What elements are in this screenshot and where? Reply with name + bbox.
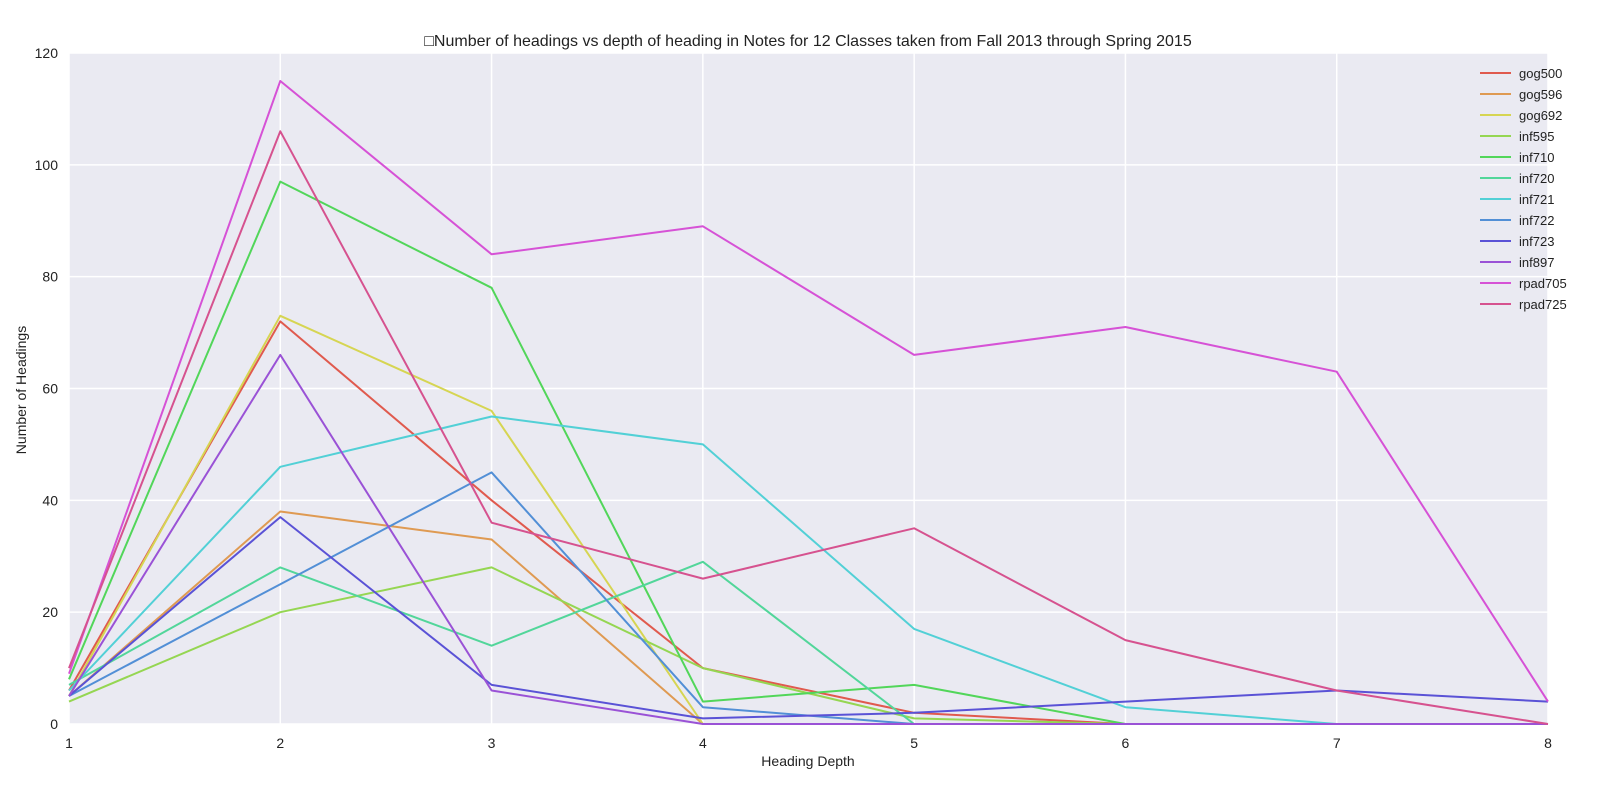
x-tick-label: 1 — [65, 735, 73, 751]
y-tick-label: 120 — [35, 45, 59, 61]
series-line-inf897 — [68, 353, 1548, 725]
chart-title: □Number of headings vs depth of heading … — [424, 33, 1192, 50]
y-axis-label: Number of Headings — [13, 326, 29, 454]
x-tick-label: 2 — [276, 735, 284, 751]
x-tick-label: 7 — [1333, 735, 1341, 751]
series-line-rpad705 — [68, 80, 1549, 703]
y-tick-labels: 0 20 40 60 80 100 120 — [35, 45, 59, 732]
legend-label-rpad705: rpad705 — [1519, 276, 1567, 291]
x-tick-label: 8 — [1544, 735, 1552, 751]
legend-label-gog692: gog692 — [1519, 108, 1562, 123]
y-tick-label: 100 — [35, 157, 59, 173]
legend: gog500 gog596 gog692 inf595 inf710 inf720 inf7… — [1480, 66, 1567, 312]
legend-label-gog500: gog500 — [1519, 66, 1562, 81]
legend-label-rpad725: rpad725 — [1519, 297, 1567, 312]
x-tick-label: 5 — [910, 735, 918, 751]
legend-label-inf723: inf723 — [1519, 234, 1554, 249]
series-line-inf721 — [68, 415, 1548, 725]
series-lines — [68, 80, 1549, 725]
series-line-inf723 — [68, 516, 1549, 720]
y-tick-label: 60 — [42, 381, 58, 397]
y-tick-label: 20 — [42, 604, 58, 620]
x-tick-labels: 1 2 3 4 5 6 7 8 — [65, 735, 1552, 751]
legend-label-inf897: inf897 — [1519, 255, 1554, 270]
legend-label-inf710: inf710 — [1519, 150, 1554, 165]
legend-label-inf722: inf722 — [1519, 213, 1554, 228]
legend-label-inf595: inf595 — [1519, 129, 1554, 144]
series-line-rpad725 — [68, 130, 1549, 725]
legend-label-gog596: gog596 — [1519, 87, 1562, 102]
y-tick-label: 0 — [50, 716, 58, 732]
legend-label-inf721: inf721 — [1519, 192, 1554, 207]
x-axis-label: Heading Depth — [761, 753, 854, 769]
x-tick-label: 3 — [488, 735, 496, 751]
y-tick-label: 80 — [42, 269, 58, 285]
x-tick-label: 4 — [699, 735, 707, 751]
x-tick-label: 6 — [1122, 735, 1130, 751]
legend-label-inf720: inf720 — [1519, 171, 1554, 186]
y-tick-label: 40 — [42, 492, 58, 508]
grid — [68, 52, 1549, 725]
